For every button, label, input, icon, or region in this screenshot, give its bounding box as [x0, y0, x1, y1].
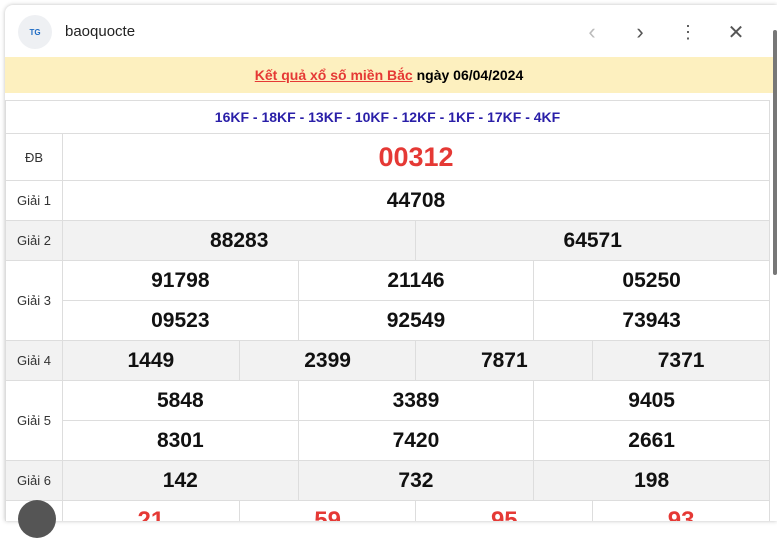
prize-label: Giải 2: [5, 220, 63, 261]
prize-5-value: 8301: [62, 420, 299, 461]
prize-label: Giải 6: [5, 460, 63, 501]
prize-6-value: 198: [533, 460, 770, 501]
prize-2-value: 88283: [61, 220, 417, 261]
prize-2-value: 64571: [415, 220, 770, 261]
close-icon[interactable]: ✕: [727, 21, 745, 44]
results-link[interactable]: Kết quả xổ số miền Bắc: [254, 67, 413, 83]
prize-7-value: 59: [238, 500, 417, 521]
prize-7-value: 95: [415, 500, 594, 521]
prize-3-value: 92549: [297, 300, 535, 341]
browser-popup: TG baoquocte ‹ › ⋮ ✕ Kết quả xổ số miền …: [5, 5, 777, 521]
prize-6-value: 732: [297, 460, 535, 501]
site-name: baoquocte: [65, 23, 136, 40]
prize-6-value: 142: [62, 460, 299, 501]
prize-4-value: 7371: [592, 340, 770, 381]
prize-5-value: 5848: [62, 380, 299, 421]
forward-icon[interactable]: ›: [636, 19, 644, 44]
prize-codes: 16KF - 18KF - 13KF - 10KF - 12KF - 1KF -…: [5, 100, 770, 134]
results-table: 16KF - 18KF - 13KF - 10KF - 12KF - 1KF -…: [5, 100, 770, 521]
popup-header: TG baoquocte ‹ › ⋮ ✕: [5, 5, 777, 57]
prize-4-value: 2399: [238, 340, 417, 381]
prize-label: Giải 4: [5, 340, 63, 381]
favicon-text: TG: [29, 27, 41, 37]
prize-3-value: 21146: [297, 260, 535, 301]
prize-7-value: 21: [62, 500, 240, 521]
prize-label: Giải 1: [5, 180, 63, 221]
site-favicon: TG: [18, 15, 52, 49]
prize-4-value: 7871: [415, 340, 594, 381]
back-icon[interactable]: ‹: [588, 19, 596, 44]
prize-5-value: 3389: [297, 380, 535, 421]
prize-4-value: 1449: [62, 340, 240, 381]
prize-label: ĐB: [5, 133, 63, 181]
prize-label: Giải 3: [5, 260, 63, 341]
prize-3-value: 73943: [533, 300, 770, 341]
more-icon[interactable]: ⋮: [679, 21, 697, 42]
result-date: ngày 06/04/2024: [416, 67, 524, 83]
prize-7-value: 93: [592, 500, 770, 521]
special-prize: 00312: [62, 133, 770, 181]
prize-5-value: 7420: [297, 420, 535, 461]
prize-3-value: 09523: [62, 300, 299, 341]
scrollbar[interactable]: [773, 30, 777, 275]
prize-label: Giải 5: [5, 380, 63, 461]
prize-5-value: 2661: [533, 420, 770, 461]
prize-5-value: 9405: [533, 380, 770, 421]
prize-1-value: 44708: [62, 180, 770, 221]
prize-3-value: 91798: [62, 260, 299, 301]
camera-icon[interactable]: [18, 500, 56, 538]
result-banner: Kết quả xổ số miền Bắc ngày 06/04/2024: [5, 57, 773, 93]
prize-3-value: 05250: [533, 260, 770, 301]
